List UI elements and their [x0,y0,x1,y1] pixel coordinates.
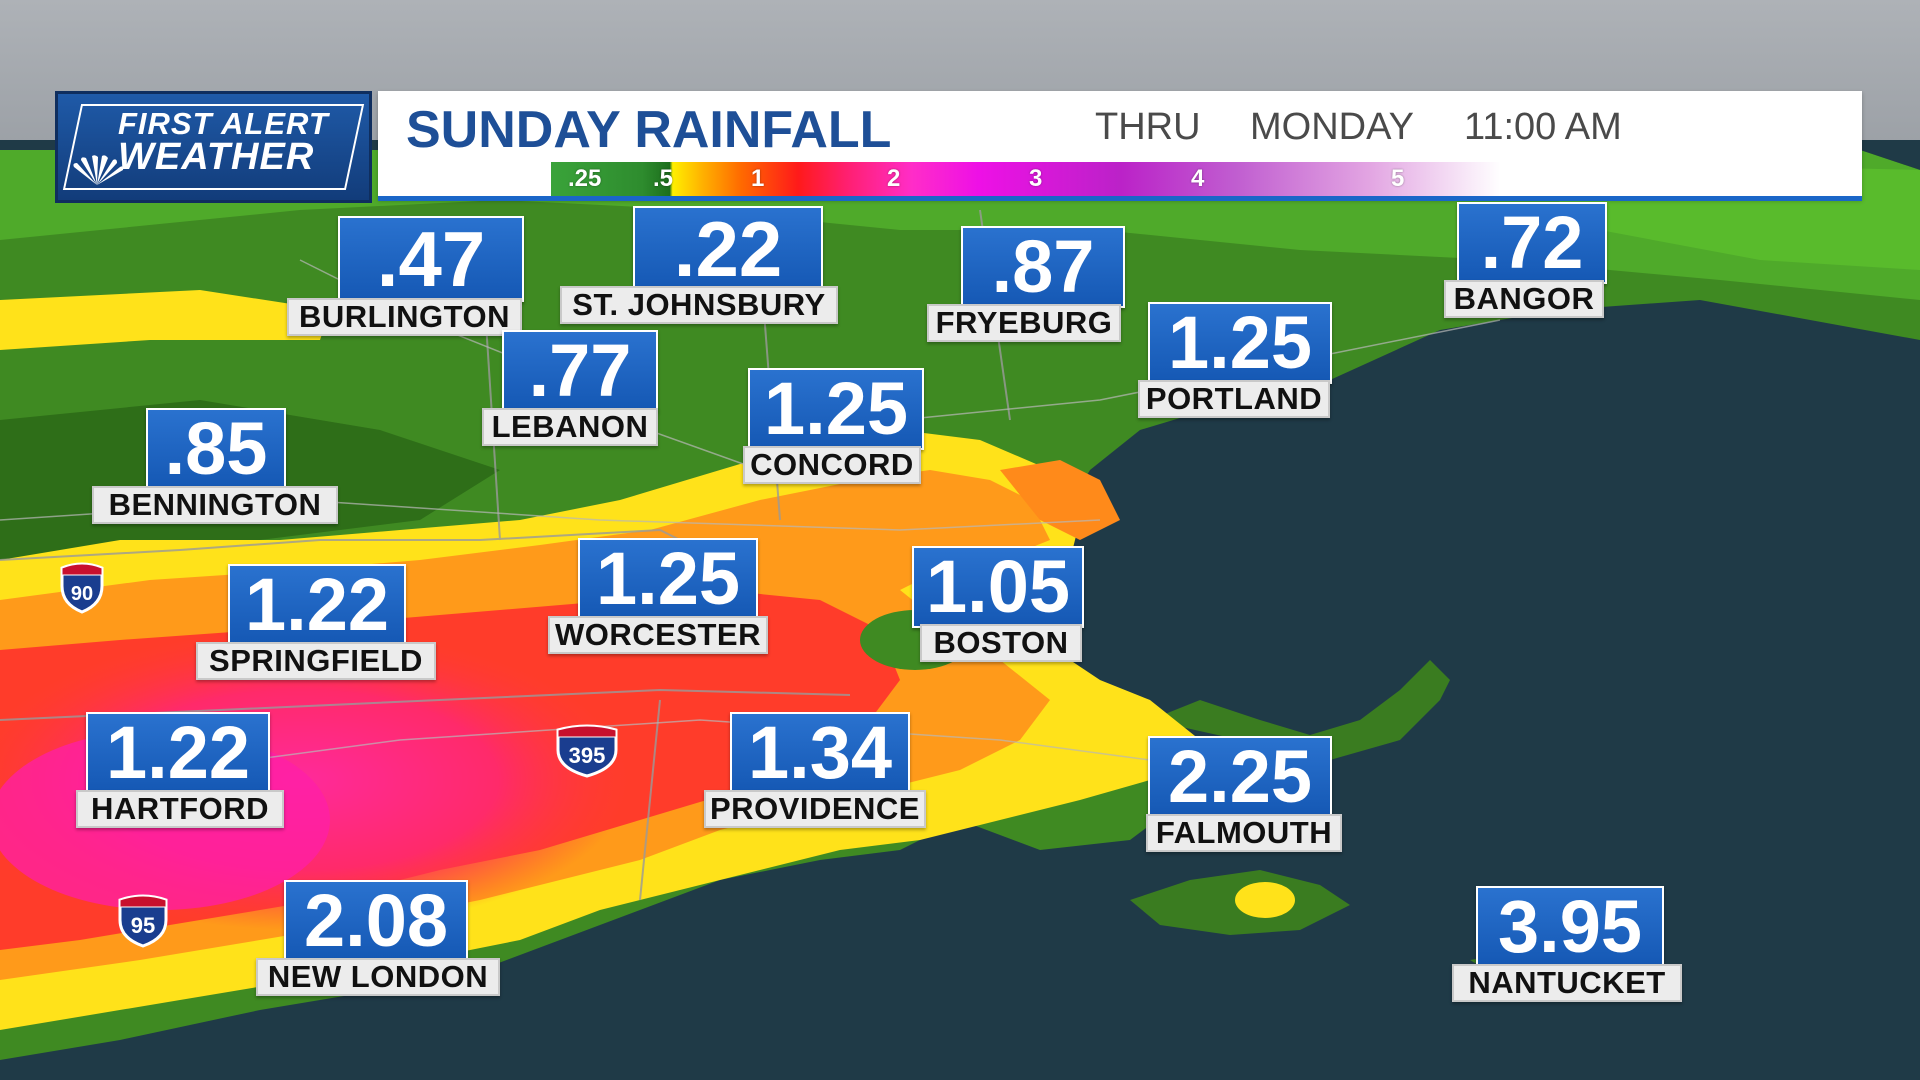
city-name: BURLINGTON [287,298,522,336]
scale-label-2: 2 [887,165,901,192]
rainfall-value: .47 [338,216,524,302]
interstate-395-shield: 395 [556,724,618,778]
city-name: BANGOR [1444,280,1604,318]
rainfall-value: 1.22 [86,712,270,794]
city-name: BENNINGTON [92,486,338,524]
city-name: PORTLAND [1138,380,1330,418]
city-name: BOSTON [920,624,1082,662]
title-bar-accent [378,196,1862,201]
city-name: FALMOUTH [1146,814,1342,852]
interstate-395-label: 395 [569,743,606,768]
logo-line-weather: WEATHER [118,136,315,178]
interstate-90-label: 90 [71,583,93,605]
city-name: ST. JOHNSBURY [560,286,838,324]
city-name: SPRINGFIELD [196,642,436,680]
city-name: NANTUCKET [1452,964,1682,1002]
rain-vineyard-yellow [1235,882,1295,918]
interstate-95-shield: 95 [118,894,168,948]
city-name: HARTFORD [76,790,284,828]
rainfall-value: 2.25 [1148,736,1332,818]
first-alert-weather-logo: FIRST ALERT WEATHER [55,91,372,203]
rainfall-value: 3.95 [1476,886,1664,968]
city-name: CONCORD [743,446,921,484]
city-name: FRYEBURG [927,304,1121,342]
rainfall-value: 1.22 [228,564,406,646]
rainfall-value: .22 [633,206,823,292]
rainfall-value: 1.25 [748,368,924,450]
rainfall-value: 1.25 [578,538,758,620]
rainfall-value: .77 [502,330,658,412]
valid-time-label: 11:00 AM [1464,106,1622,148]
scale-label-0-5: .5 [653,165,674,192]
scale-label-0-25: .25 [568,165,602,192]
rainfall-value: 2.08 [284,880,468,962]
city-name: LEBANON [482,408,658,446]
city-name: NEW LONDON [256,958,500,996]
rainfall-value: .72 [1457,202,1607,284]
scale-label-4: 4 [1191,165,1205,192]
logo-line-first-alert: FIRST ALERT [118,106,329,141]
rainfall-value: 1.25 [1148,302,1332,384]
rainfall-color-scale [551,162,1501,196]
map-title: SUNDAY RAINFALL [406,101,892,159]
scale-label-5: 5 [1391,165,1405,192]
rainfall-value: 1.05 [912,546,1084,628]
nbc-peacock-icon [73,155,124,185]
city-name: WORCESTER [548,616,768,654]
city-name: PROVIDENCE [704,790,926,828]
scale-label-1: 1 [751,165,765,192]
valid-thru-label: THRU [1095,106,1201,148]
rainfall-value: .85 [146,408,286,490]
scale-label-3: 3 [1029,165,1043,192]
rainfall-value: .87 [961,226,1125,308]
interstate-95-label: 95 [131,913,155,938]
cape-cod [1150,660,1450,760]
valid-day-label: MONDAY [1250,106,1414,148]
interstate-90-shield: 90 [60,562,104,614]
rainfall-value: 1.34 [730,712,910,794]
